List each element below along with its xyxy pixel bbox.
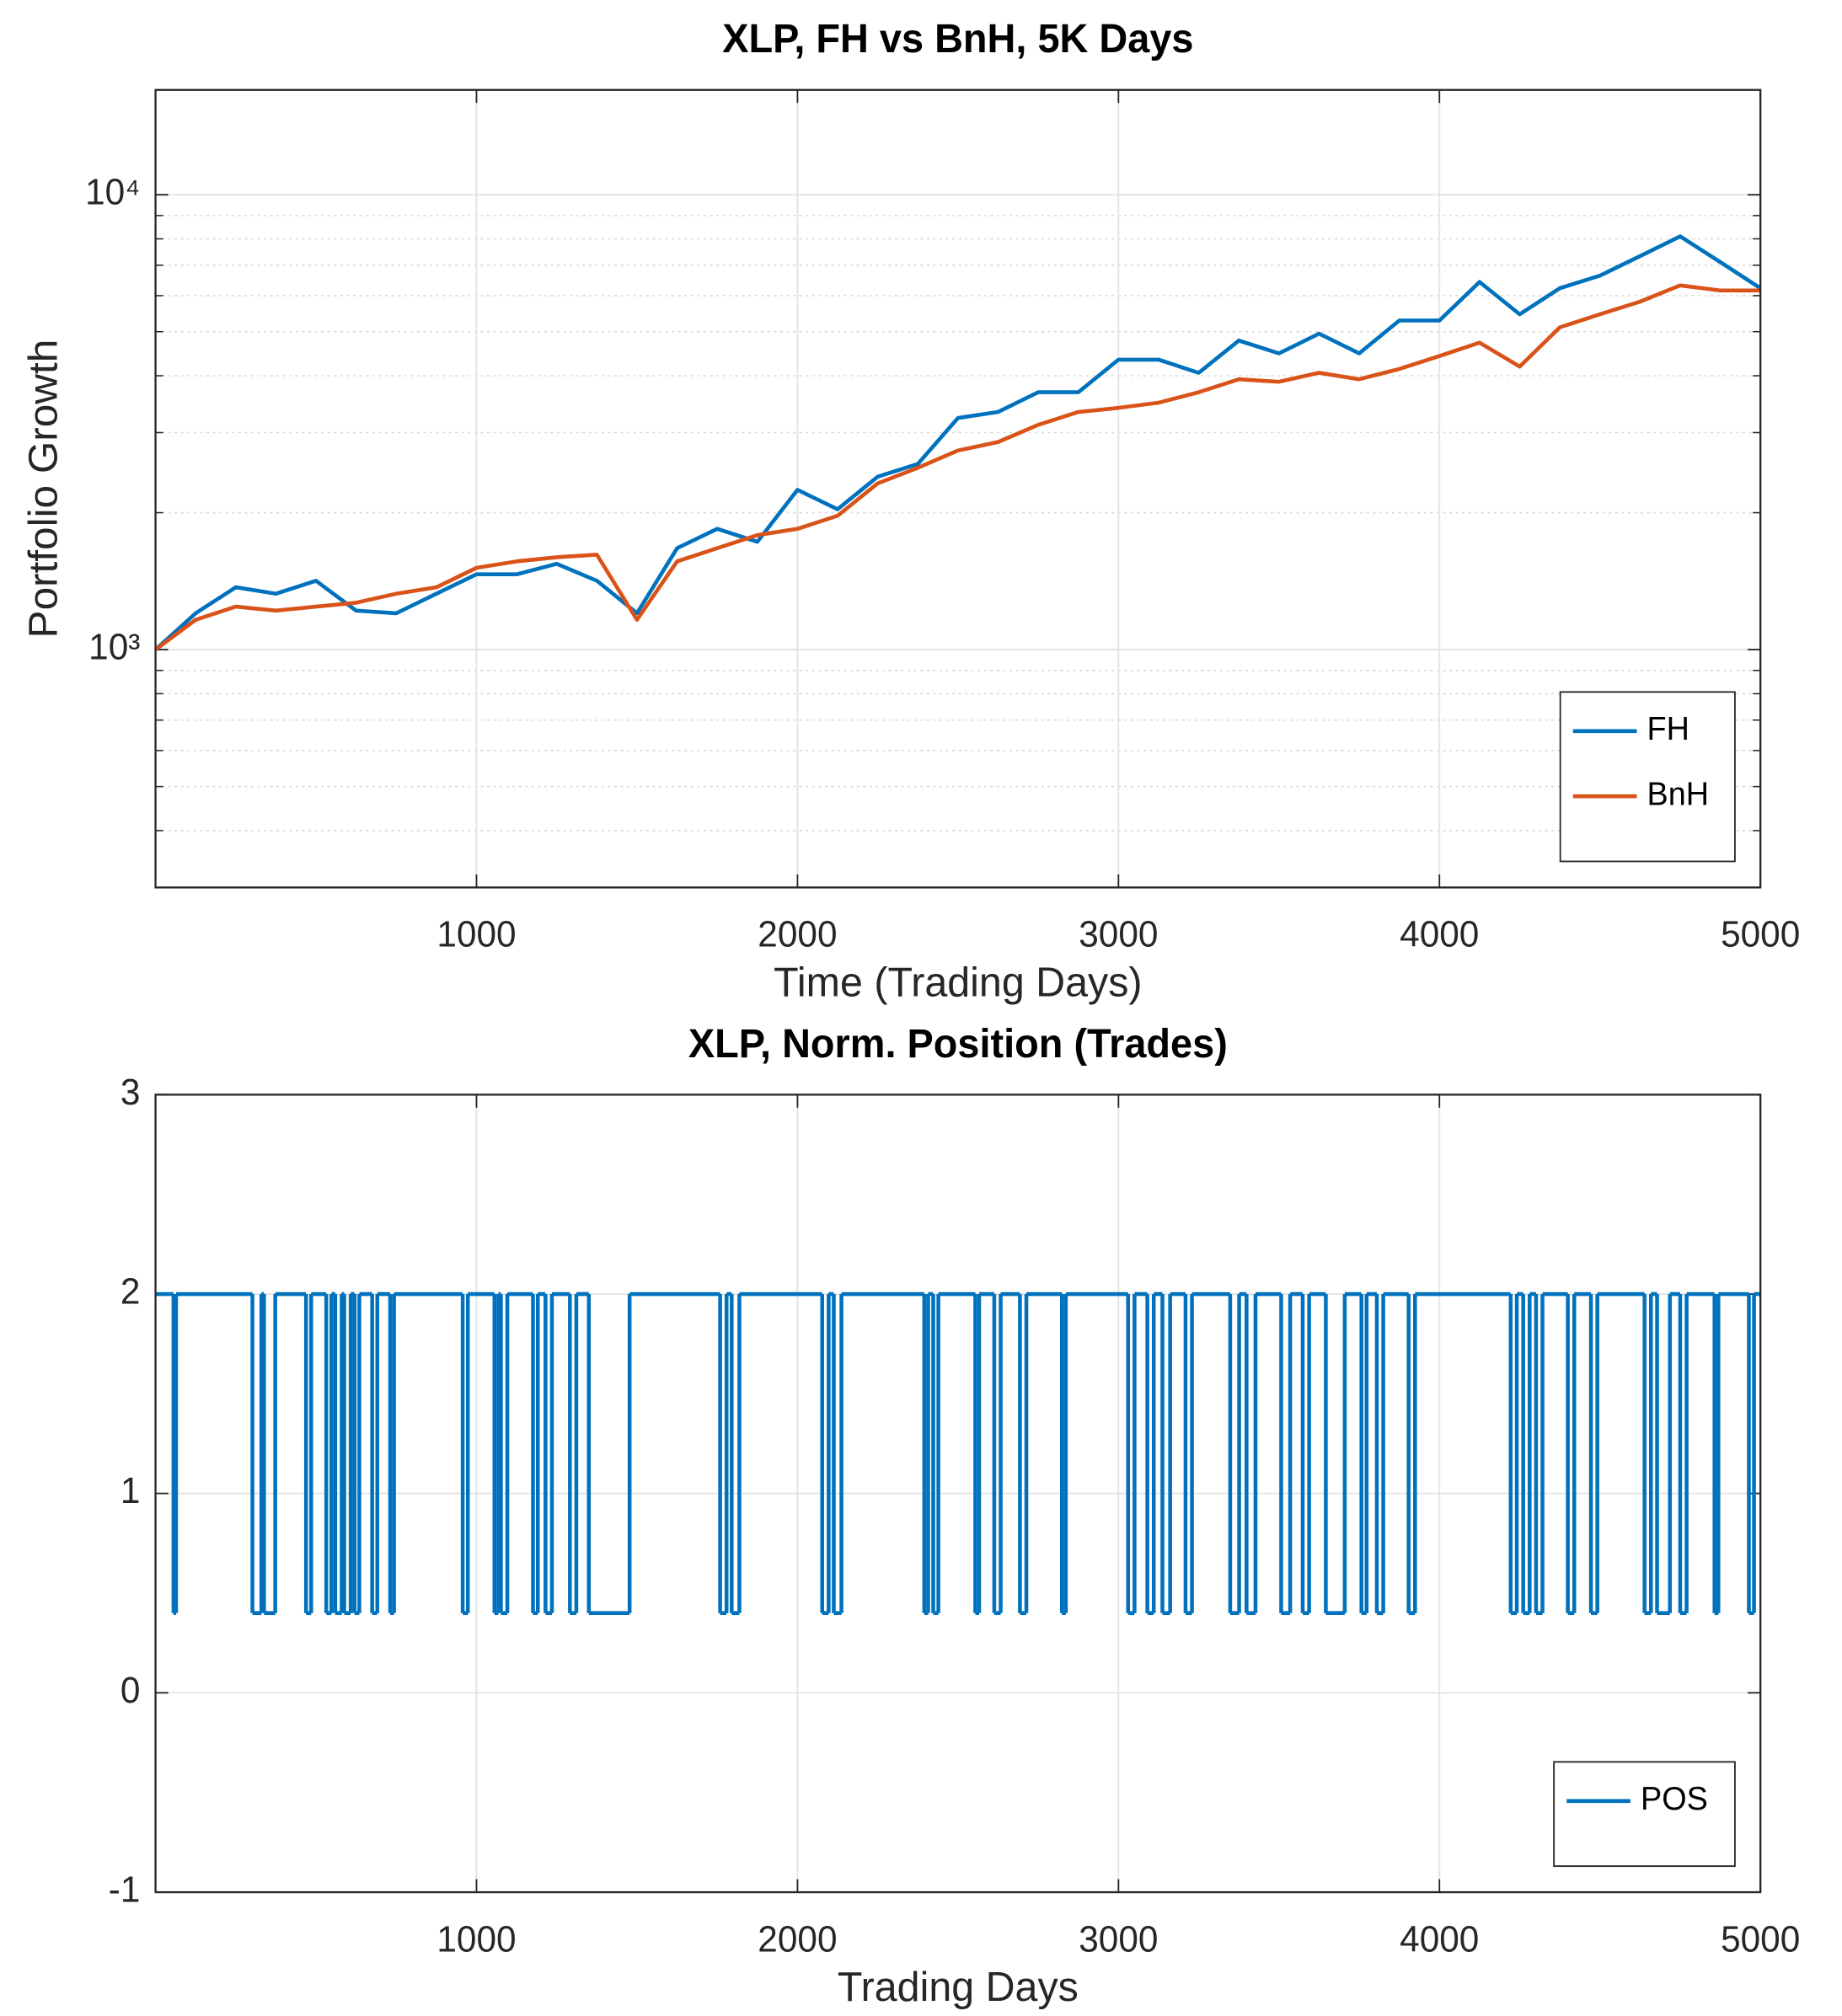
plot-area [155,89,1761,888]
y-tick-label: 0 [120,1670,141,1711]
chart-title: XLP, FH vs BnH, 5K Days [722,17,1193,62]
y-tick-label: 2 [120,1271,141,1313]
y-tick-label: 3 [120,1072,141,1113]
x-tick-label: 2000 [758,1919,837,1960]
legend-label: POS [1641,1781,1708,1817]
y-tick-label: 10⁴ [85,172,140,213]
x-tick-label: 1000 [436,914,516,955]
legend-box [1559,691,1736,863]
chart-title: XLP, Norm. Position (Trades) [688,1021,1228,1067]
y-tick-label: -1 [109,1869,141,1911]
x-tick-label: 4000 [1400,1919,1479,1960]
x-tick-label: 3000 [1079,1919,1158,1960]
y-tick-label: 1 [120,1471,141,1512]
legend-label: FH [1647,711,1689,747]
y-axis-label: Portfolio Growth [21,340,66,639]
series-line [154,234,1762,651]
x-axis-label: Time (Trading Days) [774,960,1142,1006]
series-line [154,283,1761,651]
axes-box [154,88,1762,889]
x-tick-label: 5000 [1721,1919,1800,1960]
legend-label: BnH [1647,776,1710,812]
x-tick-label: 1000 [436,1919,516,1960]
x-axis-label: Trading Days [838,1965,1079,2011]
y-tick-label: 10³ [88,627,140,668]
legend-box [1553,1761,1736,1868]
x-tick-label: 2000 [758,914,837,955]
x-tick-label: 5000 [1721,914,1800,955]
x-tick-label: 4000 [1400,914,1479,955]
axes-box [154,1094,1762,1894]
x-tick-label: 3000 [1079,914,1158,955]
